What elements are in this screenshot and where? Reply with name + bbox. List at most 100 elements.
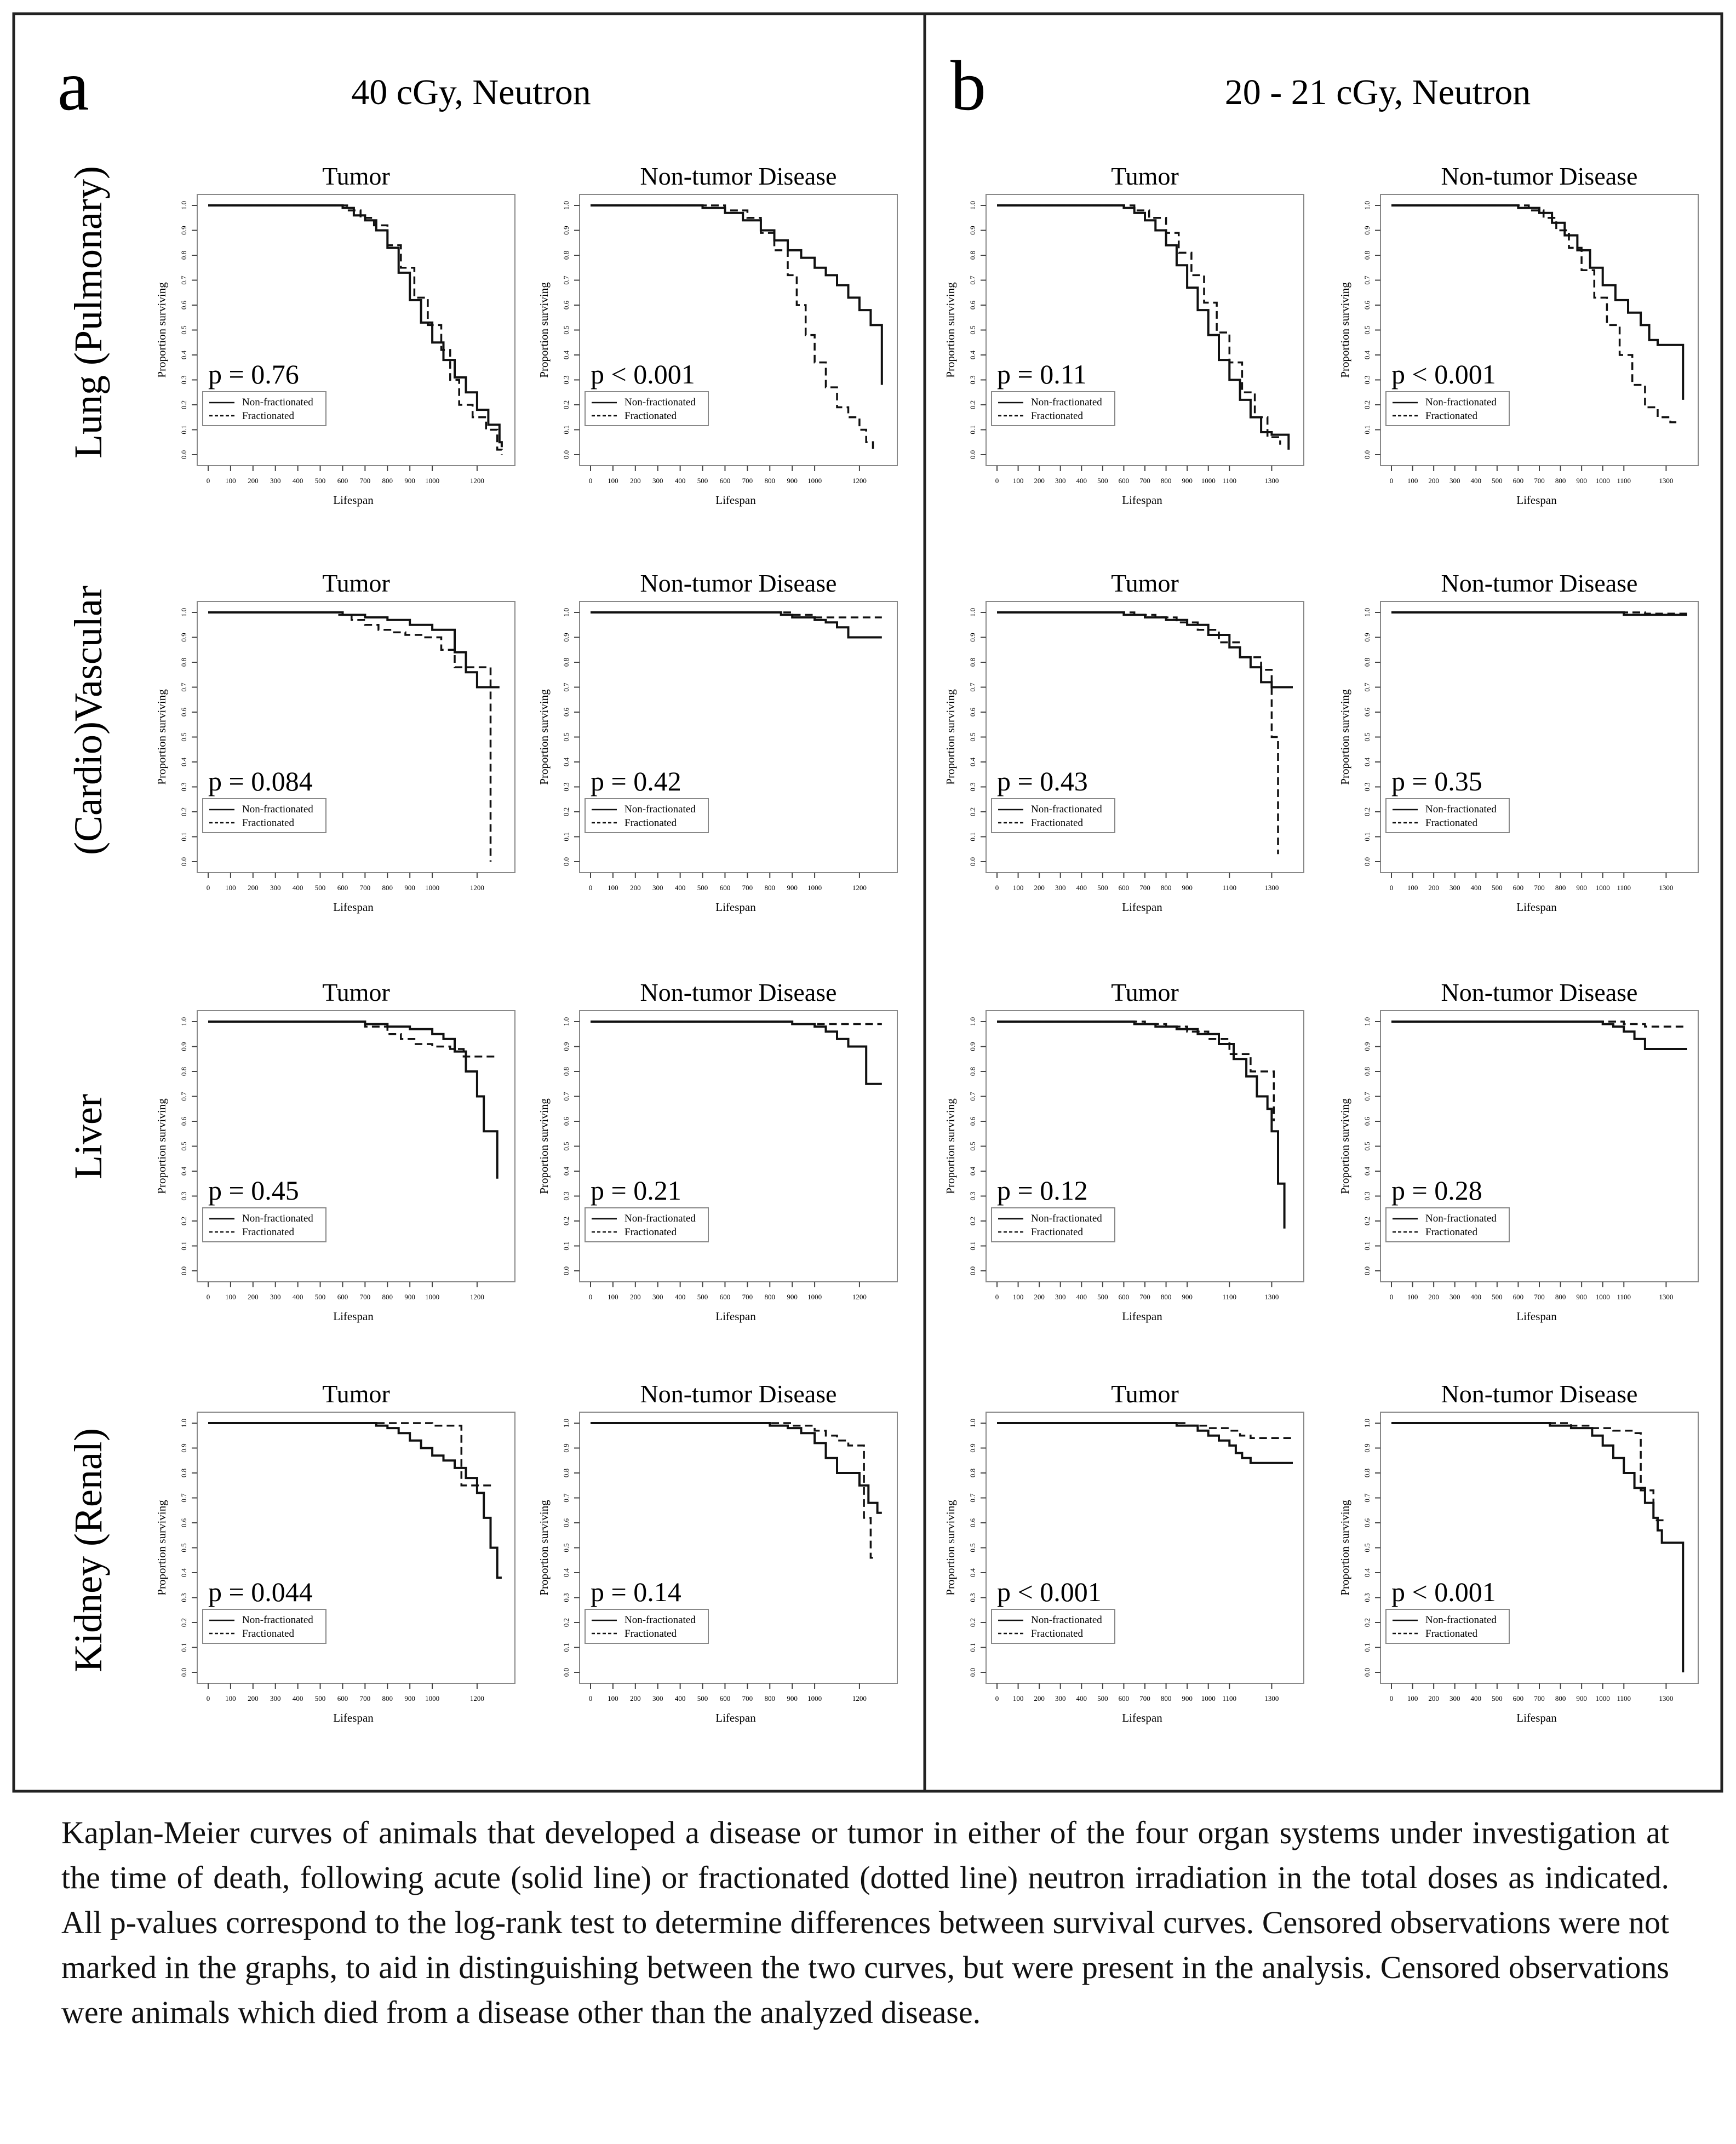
y-tick-label: 0.6 — [1363, 1116, 1371, 1126]
y-tick-label: 0.5 — [1363, 732, 1371, 741]
y-tick-label: 0.9 — [969, 1042, 977, 1051]
y-tick-label: 0.8 — [969, 251, 977, 260]
x-tick-label: 100 — [1407, 1694, 1418, 1702]
y-tick-label: 1.0 — [1363, 608, 1371, 617]
x-tick-label: 600 — [720, 884, 731, 892]
x-tick-label: 400 — [1076, 1293, 1087, 1301]
x-tick-label: 1300 — [1659, 1293, 1673, 1301]
y-tick-label: 0.8 — [562, 658, 570, 667]
legend-label-non-fractionated: Non-fractionated — [624, 1213, 696, 1224]
y-tick-label: 0.7 — [1363, 276, 1371, 285]
legend-box — [1385, 798, 1510, 833]
x-tick-label: 600 — [720, 477, 731, 485]
x-tick-label: 1000 — [1596, 884, 1610, 892]
x-tick-label: 1000 — [807, 1293, 822, 1301]
y-tick-label: 0.4 — [1363, 1568, 1371, 1577]
x-tick-label: 100 — [608, 1694, 618, 1702]
x-tick-label: 700 — [742, 477, 753, 485]
y-tick-label: 0.4 — [180, 350, 188, 359]
x-tick-label: 400 — [293, 477, 303, 485]
y-tick-label: 0.1 — [180, 832, 188, 841]
y-axis-label: Proportion surviving — [537, 1098, 551, 1194]
x-tick-label: 200 — [630, 884, 641, 892]
y-tick-label: 0.9 — [180, 633, 188, 641]
x-tick-label: 500 — [1492, 1694, 1503, 1702]
subplot-title: Tumor — [322, 569, 390, 597]
p-value-label: p = 0.084 — [208, 766, 313, 796]
y-tick-label: 0.3 — [180, 375, 188, 384]
x-tick-label: 1300 — [1264, 884, 1279, 892]
x-tick-label: 800 — [382, 1293, 393, 1301]
y-tick-label: 0.5 — [180, 1543, 188, 1552]
y-tick-label: 0.5 — [562, 732, 570, 741]
y-axis-label: Proportion surviving — [1338, 282, 1351, 378]
x-tick-label: 300 — [1449, 1293, 1460, 1301]
x-tick-label: 600 — [337, 1293, 348, 1301]
x-tick-label: 1000 — [1596, 477, 1610, 485]
x-tick-label: 900 — [787, 1694, 798, 1702]
x-tick-label: 400 — [1076, 884, 1087, 892]
y-tick-label: 0.1 — [180, 425, 188, 434]
km-subplot: Non-tumor Disease 0.0 0.1 0.2 0.3 0.4 0.5 0.6 0.… — [537, 1380, 898, 1724]
p-value-label: p < 0.001 — [1391, 359, 1496, 389]
y-tick-label: 0.2 — [562, 400, 570, 409]
x-tick-label: 900 — [1576, 884, 1587, 892]
p-value-label: p = 0.45 — [208, 1175, 299, 1206]
y-tick-label: 0.8 — [1363, 658, 1371, 667]
curve-fractionated — [1391, 1021, 1687, 1028]
y-tick-label: 0.3 — [969, 1593, 977, 1602]
x-tick-label: 100 — [608, 1293, 618, 1301]
x-tick-label: 1300 — [1264, 477, 1279, 485]
curve-fractionated — [997, 611, 1279, 855]
curve-non-fractionated — [208, 611, 500, 689]
x-tick-label: 0 — [1390, 1293, 1394, 1301]
y-tick-label: 0.0 — [180, 1668, 188, 1677]
y-tick-label: 0.2 — [180, 400, 188, 409]
x-tick-label: 700 — [1534, 1694, 1545, 1702]
legend-box — [202, 1609, 326, 1644]
subplot-title: Non-tumor Disease — [640, 162, 837, 190]
y-tick-label: 0.7 — [969, 276, 977, 285]
curve-non-fractionated — [997, 611, 1293, 689]
y-tick-label: 1.0 — [969, 1419, 977, 1428]
x-tick-label: 800 — [765, 477, 776, 485]
legend-label-non-fractionated: Non-fractionated — [1425, 804, 1497, 815]
curve-fractionated — [591, 1021, 882, 1025]
subplot-title: Non-tumor Disease — [1441, 162, 1638, 190]
x-tick-label: 900 — [787, 477, 798, 485]
legend-label-fractionated: Fractionated — [242, 1628, 294, 1639]
y-tick-label: 1.0 — [1363, 1017, 1371, 1026]
x-tick-label: 1200 — [852, 1694, 867, 1702]
x-tick-label: 300 — [652, 477, 663, 485]
y-tick-label: 0.3 — [180, 1593, 188, 1602]
row-label-cardiovascular: (Cardio)Vascular — [66, 586, 110, 855]
y-tick-label: 0.4 — [180, 757, 188, 766]
y-tick-label: 0.6 — [180, 300, 188, 309]
y-tick-label: 0.1 — [969, 1241, 977, 1250]
x-tick-label: 1300 — [1659, 477, 1673, 485]
panel-a-title: 40 cGy, Neutron — [351, 72, 591, 112]
x-tick-label: 200 — [1428, 1293, 1439, 1301]
subplot-title: Tumor — [322, 162, 390, 190]
x-tick-label: 500 — [1492, 1293, 1503, 1301]
x-tick-label: 1100 — [1223, 1694, 1237, 1702]
legend-label-fractionated: Fractionated — [1031, 410, 1083, 422]
x-tick-label: 0 — [1390, 477, 1394, 485]
x-tick-label: 800 — [1555, 1694, 1566, 1702]
y-tick-label: 0.8 — [180, 658, 188, 667]
y-axis-label: Proportion surviving — [1338, 1500, 1351, 1596]
x-tick-label: 200 — [630, 477, 641, 485]
y-tick-label: 0.7 — [1363, 1092, 1371, 1101]
x-tick-label: 800 — [1161, 477, 1172, 485]
legend-label-fractionated: Fractionated — [242, 817, 294, 829]
x-tick-label: 600 — [720, 1694, 731, 1702]
y-tick-label: 0.7 — [1363, 683, 1371, 692]
x-tick-label: 700 — [1534, 884, 1545, 892]
x-axis-label: Lifespan — [333, 1711, 374, 1724]
x-tick-label: 1200 — [470, 1293, 484, 1301]
x-tick-label: 1100 — [1617, 477, 1631, 485]
y-tick-label: 0.9 — [1363, 633, 1371, 641]
y-axis-label: Proportion surviving — [537, 1500, 551, 1596]
x-tick-label: 700 — [1139, 477, 1150, 485]
x-tick-label: 700 — [1139, 1694, 1150, 1702]
